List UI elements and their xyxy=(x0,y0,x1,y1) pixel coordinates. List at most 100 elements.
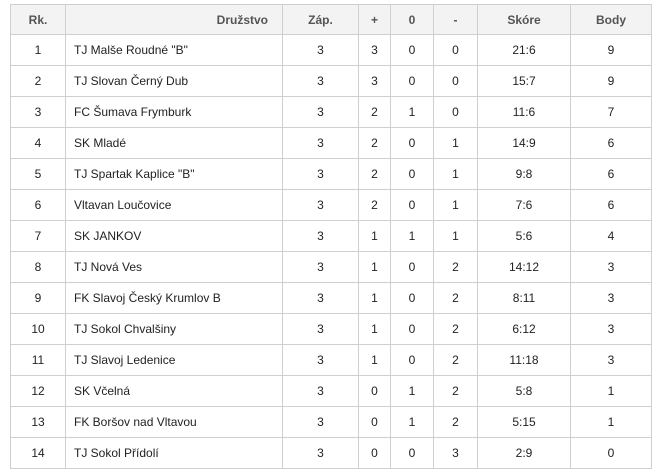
table-cell: 7:6 xyxy=(477,189,571,221)
table-cell: 0 xyxy=(390,158,434,190)
table-cell: 3 xyxy=(570,282,652,314)
table-cell: 0 xyxy=(358,406,391,438)
table-cell: 2 xyxy=(433,406,478,438)
table-cell: 8:11 xyxy=(477,282,571,314)
table-row: 1 TJ Malše Roudné "B" 3 3 0 0 21:6 9 xyxy=(10,34,652,66)
table-cell: 11 xyxy=(10,344,66,376)
table-cell: 1 xyxy=(390,406,434,438)
table-cell: 2 xyxy=(358,158,391,190)
table-cell: 2 xyxy=(358,96,391,128)
table-cell: 3 xyxy=(282,127,359,159)
table-cell: 15:7 xyxy=(477,65,571,97)
table-cell: 4 xyxy=(570,220,652,252)
table-cell: 6 xyxy=(570,189,652,221)
team-name: TJ Sokol Přídolí xyxy=(65,437,283,469)
table-cell: 0 xyxy=(390,344,434,376)
table-row: 7 SK JANKOV 3 1 1 1 5:6 4 xyxy=(10,220,652,252)
table-row: 10 TJ Sokol Chvalšiny 3 1 0 2 6:12 3 xyxy=(10,313,652,345)
team-name: SK Včelná xyxy=(65,375,283,407)
table-cell: 0 xyxy=(390,189,434,221)
column-header: Skóre xyxy=(477,4,571,35)
table-cell: 10 xyxy=(10,313,66,345)
table-cell: 0 xyxy=(390,65,434,97)
table-cell: 3 xyxy=(282,406,359,438)
table-cell: 0 xyxy=(570,437,652,469)
table-cell: 1 xyxy=(433,189,478,221)
table-cell: 8 xyxy=(10,251,66,283)
table-cell: 3 xyxy=(282,189,359,221)
table-row: 4 SK Mladé 3 2 0 1 14:9 6 xyxy=(10,127,652,159)
table-cell: 5:8 xyxy=(477,375,571,407)
table-cell: 1 xyxy=(358,313,391,345)
table-cell: 7 xyxy=(570,96,652,128)
table-cell: 2 xyxy=(433,375,478,407)
team-name: SK Mladé xyxy=(65,127,283,159)
table-cell: 0 xyxy=(390,251,434,283)
team-name: FK Slavoj Český Krumlov B xyxy=(65,282,283,314)
column-header: Rk. xyxy=(10,4,66,35)
table-cell: 6:12 xyxy=(477,313,571,345)
table-cell: 3 xyxy=(282,65,359,97)
table-cell: 9 xyxy=(570,65,652,97)
team-name: TJ Spartak Kaplice "B" xyxy=(65,158,283,190)
table-cell: 9:8 xyxy=(477,158,571,190)
table-cell: 3 xyxy=(282,344,359,376)
team-name: TJ Sokol Chvalšiny xyxy=(65,313,283,345)
team-name: TJ Malše Roudné "B" xyxy=(65,34,283,66)
table-cell: 1 xyxy=(358,282,391,314)
column-header: + xyxy=(358,4,391,35)
table-cell: 1 xyxy=(390,220,434,252)
table-cell: 1 xyxy=(10,34,66,66)
table-cell: 5:15 xyxy=(477,406,571,438)
table-cell: 1 xyxy=(433,220,478,252)
table-cell: 3 xyxy=(282,375,359,407)
table-cell: 9 xyxy=(10,282,66,314)
table-cell: 0 xyxy=(390,127,434,159)
table-row: 5 TJ Spartak Kaplice "B" 3 2 0 1 9:8 6 xyxy=(10,158,652,190)
table-cell: 0 xyxy=(390,34,434,66)
table-cell: 11:18 xyxy=(477,344,571,376)
table-cell: 3 xyxy=(282,96,359,128)
table-cell: 1 xyxy=(433,127,478,159)
table-cell: 0 xyxy=(358,375,391,407)
table-cell: 3 xyxy=(282,220,359,252)
table-cell: 3 xyxy=(282,251,359,283)
table-row: 8 TJ Nová Ves 3 1 0 2 14:12 3 xyxy=(10,251,652,283)
table-cell: 1 xyxy=(358,251,391,283)
table-cell: 13 xyxy=(10,406,66,438)
table-cell: 11:6 xyxy=(477,96,571,128)
table-cell: 14:9 xyxy=(477,127,571,159)
table-cell: 1 xyxy=(358,344,391,376)
table-cell: 3 xyxy=(358,34,391,66)
column-header: Záp. xyxy=(282,4,359,35)
team-name: TJ Slovan Černý Dub xyxy=(65,65,283,97)
table-cell: 3 xyxy=(358,65,391,97)
table-cell: 0 xyxy=(433,65,478,97)
table-cell: 3 xyxy=(282,313,359,345)
team-name: Vltavan Loučovice xyxy=(65,189,283,221)
table-cell: 3 xyxy=(10,96,66,128)
table-cell: 1 xyxy=(390,375,434,407)
table-cell: 0 xyxy=(390,437,434,469)
table-cell: 6 xyxy=(570,158,652,190)
table-cell: 1 xyxy=(390,96,434,128)
column-header: Družstvo xyxy=(65,4,283,35)
table-cell: 0 xyxy=(433,34,478,66)
column-header: - xyxy=(433,4,478,35)
table-cell: 2 xyxy=(358,189,391,221)
table-cell: 3 xyxy=(282,437,359,469)
team-name: SK JANKOV xyxy=(65,220,283,252)
table-cell: 0 xyxy=(433,96,478,128)
table-cell: 0 xyxy=(390,282,434,314)
table-cell: 3 xyxy=(282,34,359,66)
table-cell: 9 xyxy=(570,34,652,66)
table-row: 12 SK Včelná 3 0 1 2 5:8 1 xyxy=(10,375,652,407)
table-body: 1 TJ Malše Roudné "B" 3 3 0 0 21:6 9 2 TJ Slovan … xyxy=(10,34,652,469)
table-cell: 3 xyxy=(570,313,652,345)
table-cell: 0 xyxy=(358,437,391,469)
team-name: TJ Slavoj Ledenice xyxy=(65,344,283,376)
table-row: 11 TJ Slavoj Ledenice 3 1 0 2 11:18 3 xyxy=(10,344,652,376)
header-row: Rk. Družstvo Záp. +0- Skóre Body xyxy=(10,4,652,35)
table-cell: 6 xyxy=(570,127,652,159)
